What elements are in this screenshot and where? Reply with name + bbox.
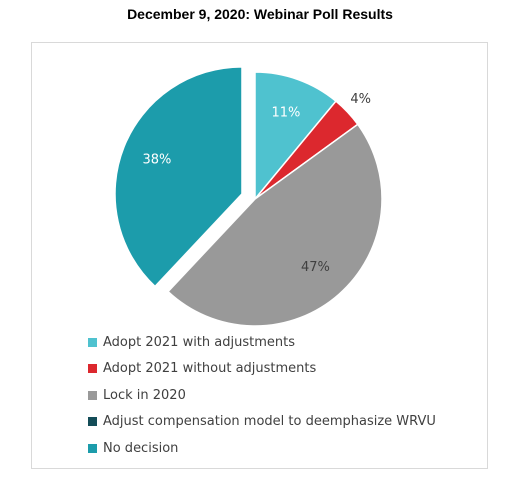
slice-label-adopt-2021-with-adjustments: 11%	[272, 105, 301, 120]
legend-swatch	[88, 443, 97, 453]
legend-item-adopt-2021-without-adjustments: Adopt 2021 without adjustments	[88, 356, 436, 383]
legend-label: Lock in 2020	[103, 387, 186, 403]
slice-label-lock-in-2020: 47%	[301, 260, 330, 275]
legend-swatch	[88, 390, 97, 400]
legend-item-lock-in-2020: Lock in 2020	[88, 382, 436, 409]
legend-swatch	[88, 364, 97, 374]
slice-label-no-decision: 38%	[143, 153, 172, 168]
legend-item-adopt-2021-with-adjustments: Adopt 2021 with adjustments	[88, 329, 436, 356]
legend-item-adjust-compensation-model-to-deemphasize-wrvu: Adjust compensation model to deemphasize…	[88, 409, 436, 436]
chart-title: December 9, 2020: Webinar Poll Results	[127, 6, 393, 22]
legend-label: Adopt 2021 with adjustments	[103, 334, 295, 350]
legend-label: Adopt 2021 without adjustments	[103, 361, 317, 377]
legend-swatch	[88, 337, 97, 347]
legend-label: No decision	[103, 440, 179, 456]
legend-label: Adjust compensation model to deemphasize…	[103, 414, 436, 430]
legend: Adopt 2021 with adjustments Adopt 2021 wi…	[88, 329, 436, 462]
slice-label-adopt-2021-without-adjustments: 4%	[350, 92, 371, 107]
pie-slice-lock-in-2020	[167, 123, 383, 327]
pie-chart: 11% 4% 47% 38%	[114, 66, 383, 327]
legend-swatch	[88, 417, 97, 427]
pie-slice-adopt-2021-with-adjustments	[254, 71, 338, 202]
pie-slice-no-decision	[114, 66, 243, 288]
legend-item-no-decision: No decision	[88, 435, 436, 462]
